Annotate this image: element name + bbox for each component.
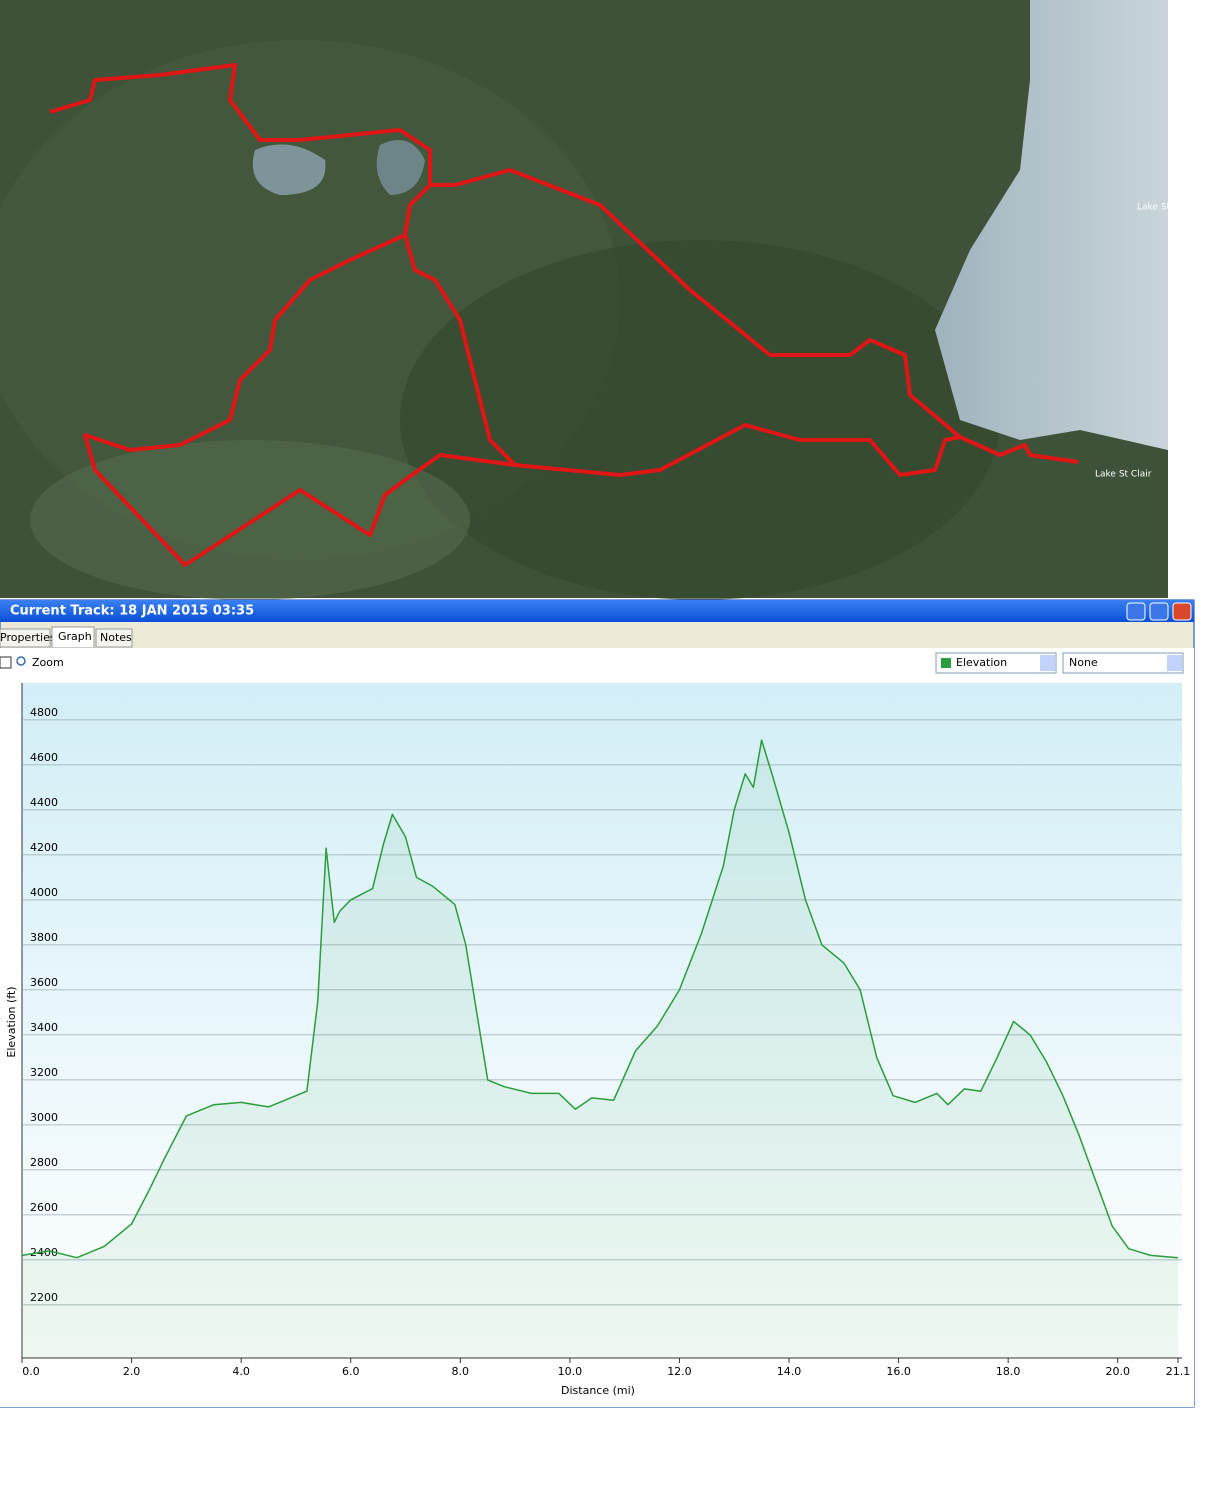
y-tick-label: 4800 <box>30 706 58 719</box>
y-axis-label: Elevation (ft) <box>5 986 18 1057</box>
y-tick-label: 3800 <box>30 931 58 944</box>
line <box>21 739 1179 1259</box>
x-tick-label: 20.0 <box>1105 1365 1130 1378</box>
zoom-label[interactable]: Zoom <box>32 656 64 669</box>
x-tick-label: 0.0 <box>22 1365 40 1378</box>
dropdown-arrow[interactable] <box>1040 655 1055 671</box>
tab[interactable] <box>0 628 51 648</box>
plot-area <box>22 683 1182 1358</box>
y-tick-label: 3000 <box>30 1111 58 1124</box>
secondary-select[interactable] <box>1062 652 1184 674</box>
zoom-checkbox[interactable] <box>0 656 12 669</box>
x-tick-label: 14.0 <box>777 1365 802 1378</box>
x-tick-label: 4.0 <box>232 1365 250 1378</box>
series-select[interactable] <box>935 652 1057 674</box>
y-tick-label: 4600 <box>30 751 58 764</box>
y-tick-label: 3200 <box>30 1066 58 1079</box>
zoom-icon <box>16 656 26 666</box>
y-tick-label: 3400 <box>30 1021 58 1034</box>
map: Lake St Lake St Clair <box>0 0 1171 600</box>
y-tick-label: 4200 <box>30 841 58 854</box>
tab-label[interactable]: Properties <box>0 631 56 644</box>
x-tick-label: 18.0 <box>996 1365 1021 1378</box>
area <box>22 740 1178 1358</box>
maximize-button[interactable] <box>1149 602 1169 621</box>
tab[interactable] <box>95 628 133 648</box>
dropdown-arrow[interactable] <box>1167 655 1182 671</box>
x-tick-label: 6.0 <box>342 1365 360 1378</box>
x-tick-label: 21.1 <box>1166 1365 1191 1378</box>
tab-label[interactable]: Graph <box>58 630 92 643</box>
secondary-select-label[interactable]: None <box>1069 656 1098 669</box>
y-tick-label: 4400 <box>30 796 58 809</box>
tab-label[interactable]: Notes <box>100 631 132 644</box>
x-tick-label: 2.0 <box>123 1365 141 1378</box>
y-tick-label: 2600 <box>30 1201 58 1214</box>
close-button[interactable] <box>1172 602 1192 621</box>
x-tick-label: 16.0 <box>886 1365 911 1378</box>
x-axis-label: Distance (mi) <box>561 1384 635 1397</box>
window-title: Current Track: 18 JAN 2015 03:35 <box>10 604 254 619</box>
y-tick-label: 2800 <box>30 1156 58 1169</box>
minimize-button[interactable] <box>1126 602 1146 621</box>
series-swatch <box>941 658 951 668</box>
y-tick-label: 4000 <box>30 886 58 899</box>
series-select-label[interactable]: Elevation <box>956 656 1007 669</box>
map-label: Lake St <box>1137 203 1171 213</box>
x-tick-label: 8.0 <box>452 1365 470 1378</box>
y-tick-label: 3600 <box>30 976 58 989</box>
y-tick-label: 2200 <box>30 1291 58 1304</box>
title-bar <box>0 600 1194 622</box>
map-label: Lake St Clair <box>1095 470 1152 480</box>
x-tick-label: 12.0 <box>667 1365 692 1378</box>
x-tick-label: 10.0 <box>558 1365 583 1378</box>
